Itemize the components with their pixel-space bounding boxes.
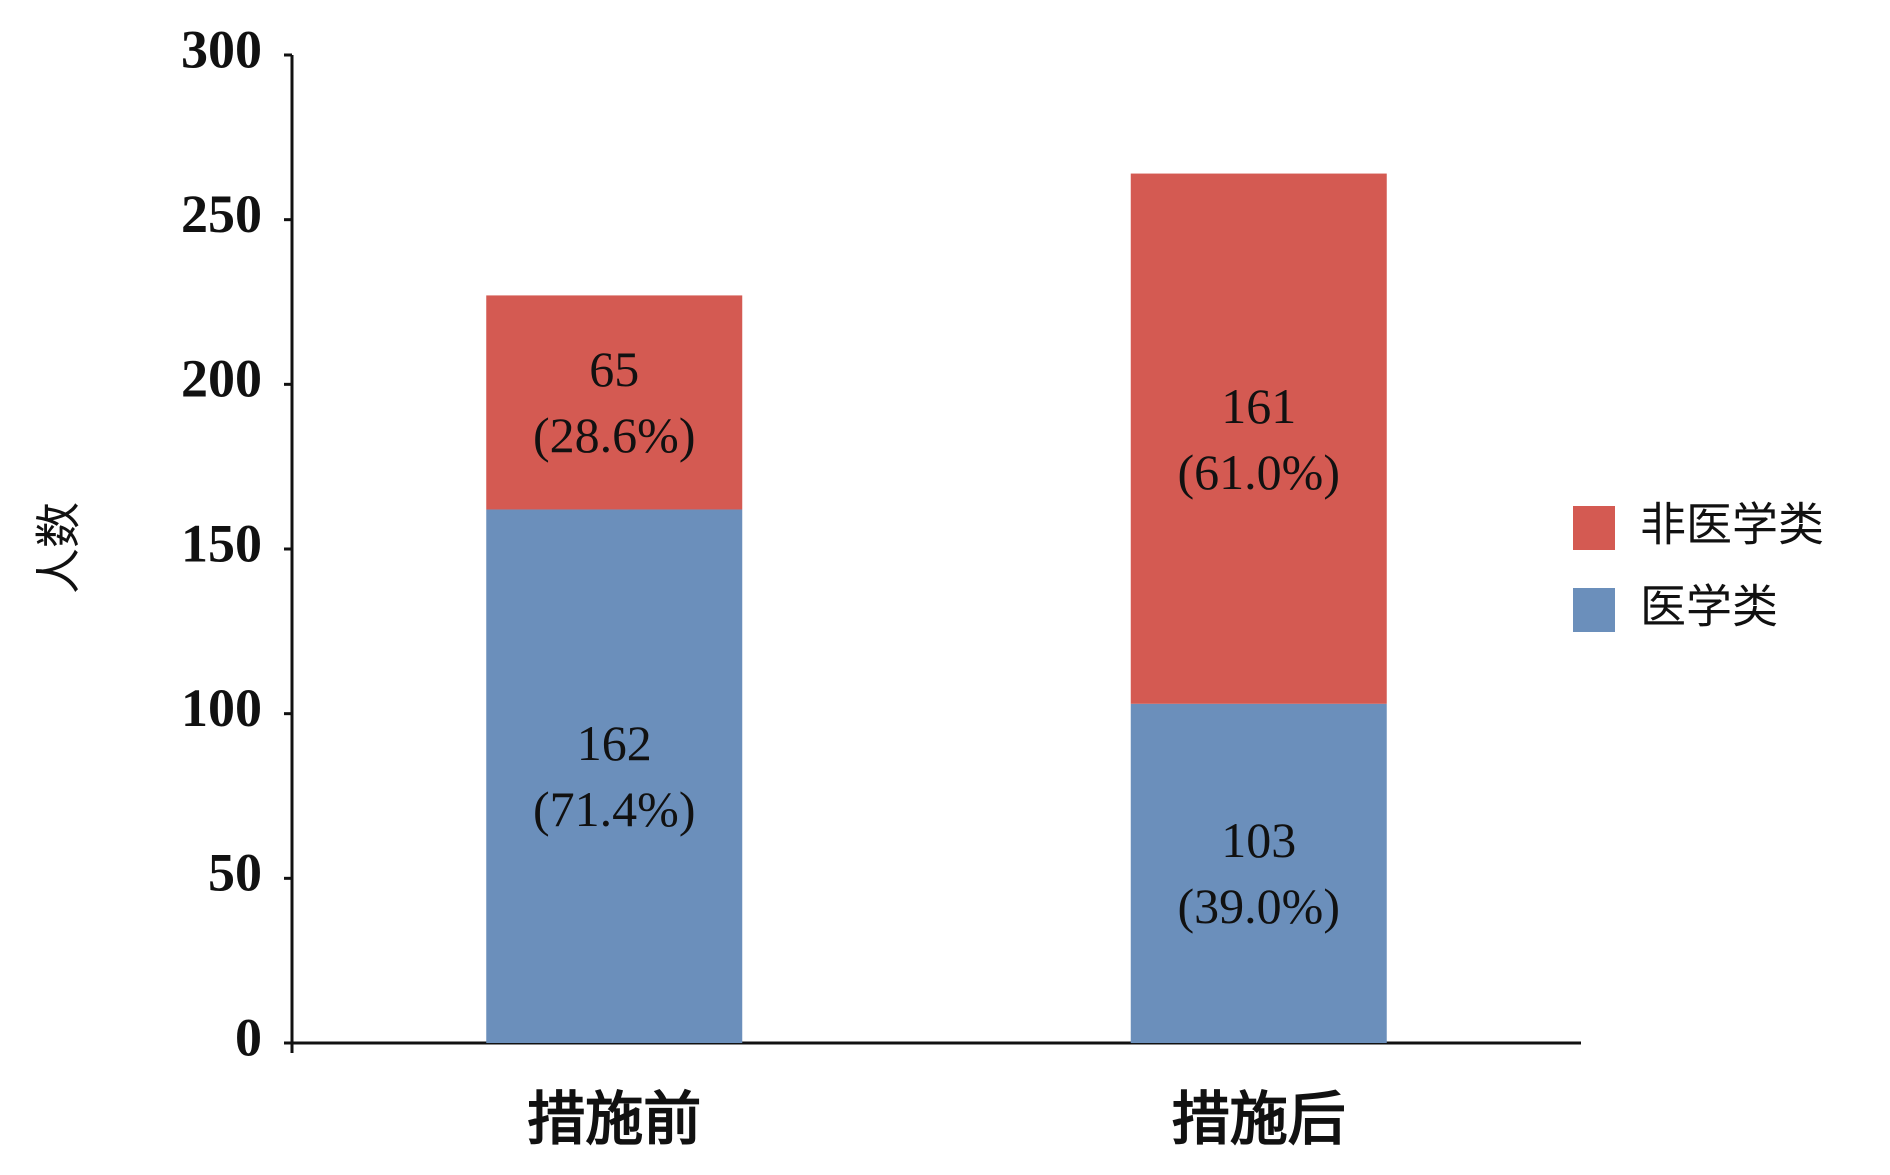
legend-swatch (1573, 588, 1615, 632)
y-tick-label: 250 (181, 184, 262, 244)
y-tick-label: 100 (181, 678, 262, 738)
legend-label: 非医学类 (1640, 498, 1824, 552)
y-tick-label: 200 (181, 349, 262, 409)
bar-segment (486, 509, 743, 1044)
x-tick-label: 措施前 (527, 1085, 701, 1153)
value-label: 161 (61.0%) (1177, 377, 1340, 500)
legend-label: 医学类 (1640, 580, 1778, 634)
y-tick-label: 0 (235, 1007, 262, 1067)
y-axis-label: 人数 (32, 502, 86, 594)
legend-swatch (1573, 506, 1615, 550)
bar-segment (1130, 173, 1387, 704)
value-label: 162 (71.4%) (533, 715, 696, 838)
y-tick-label: 300 (181, 19, 262, 79)
y-tick-label: 50 (208, 843, 262, 903)
value-label: 103 (39.0%) (1177, 812, 1340, 935)
y-tick-label: 150 (181, 513, 262, 573)
bar-segment (1130, 703, 1387, 1043)
x-tick-label: 措施后 (1172, 1085, 1346, 1153)
bar-segment (486, 295, 743, 510)
value-label: 65 (28.6%) (533, 341, 696, 464)
